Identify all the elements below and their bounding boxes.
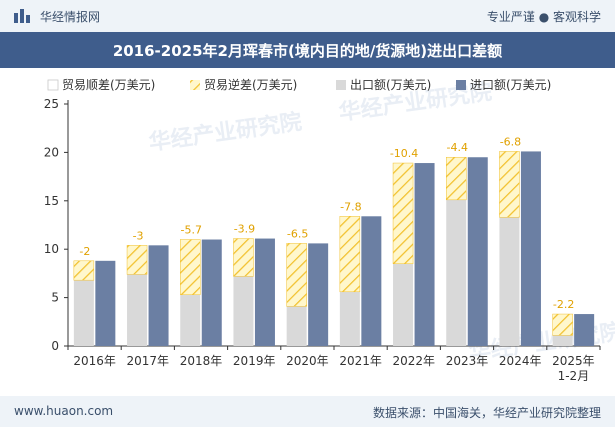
legend-label: 进口额(万美元) (470, 78, 551, 92)
legend-swatch (47, 79, 59, 91)
export-bar (393, 263, 414, 346)
deficit-bar (233, 238, 254, 277)
y-tick-label: 20 (44, 145, 59, 159)
import-bar (520, 151, 541, 346)
import-bar (95, 260, 116, 346)
deficit-bar (126, 245, 148, 275)
import-bar (254, 238, 275, 346)
tagline: 专业严谨 ● 客观科学 (486, 10, 601, 24)
x-tick-label: 2024年 (499, 354, 542, 368)
import-bar (574, 314, 595, 346)
bar-chart-logo-icon (14, 9, 30, 23)
export-bar (446, 199, 467, 346)
deficit-data-label: -10.4 (390, 147, 418, 160)
footer-url[interactable]: www.huaon.com (14, 404, 114, 418)
legend-swatch (456, 80, 466, 90)
deficit-data-label: -4.4 (447, 141, 468, 154)
legend-label: 贸易逆差(万美元) (204, 77, 297, 92)
deficit-bar (180, 239, 201, 295)
deficit-data-label: -2 (79, 245, 90, 258)
x-tick-label: 2019年 (233, 354, 276, 368)
legend-label: 贸易顺差(万美元) (62, 78, 155, 92)
export-bar (127, 274, 148, 346)
deficit-bar (339, 216, 361, 293)
x-tick-label: 2017年 (127, 354, 170, 368)
deficit-data-label: -5.7 (181, 224, 202, 237)
y-tick-label: 15 (44, 194, 59, 208)
export-bar (180, 294, 201, 346)
deficit-bar (73, 260, 95, 281)
legend-swatch (336, 80, 346, 90)
footer-source: 数据来源：中国海关，华经产业研究院整理 (372, 406, 601, 420)
brand-name: 华经情报网 (40, 10, 101, 24)
legend-swatch (190, 80, 200, 90)
y-tick-label: 10 (44, 242, 59, 256)
import-bar (308, 243, 329, 346)
y-tick-label: 0 (51, 339, 59, 353)
x-tick-label: 2020年 (286, 354, 329, 368)
y-tick-label: 5 (51, 291, 59, 305)
title-bar: 2016-2025年2月珲春市(境内目的地/货源地)进出口差额 (0, 32, 615, 68)
import-bar (148, 245, 169, 346)
deficit-data-label: -7.8 (340, 200, 361, 213)
x-tick-label: 2025年 (552, 354, 595, 368)
import-bar (467, 157, 488, 346)
deficit-bar (392, 162, 414, 264)
import-bar (414, 163, 435, 346)
deficit-data-label: -3 (133, 229, 144, 242)
top-bar: 华经情报网 专业严谨 ● 客观科学 (0, 0, 615, 32)
deficit-data-label: -6.8 (500, 135, 521, 148)
x-tick-label: 2022年 (393, 354, 436, 368)
x-tick-label: 2021年 (339, 354, 382, 368)
export-bar (286, 306, 307, 346)
x-tick-label: 1-2月 (558, 369, 590, 383)
watermark-text: 华经产业研究院 (147, 109, 303, 156)
x-tick-label: 2023年 (446, 354, 489, 368)
deficit-bar (499, 151, 520, 218)
footer-bar: www.huaon.com 数据来源：中国海关，华经产业研究院整理 (0, 396, 615, 427)
import-bar (201, 239, 222, 346)
x-tick-label: 2018年 (180, 354, 223, 368)
legend-label: 出口额(万美元) (350, 78, 431, 92)
export-bar (552, 335, 573, 346)
chart-title: 2016-2025年2月珲春市(境内目的地/货源地)进出口差额 (112, 42, 503, 60)
deficit-bar (446, 156, 467, 201)
import-bar (361, 216, 382, 346)
export-bar (339, 291, 360, 346)
export-bar (73, 280, 94, 346)
deficit-bar (552, 313, 573, 336)
deficit-data-label: -3.9 (234, 223, 255, 236)
x-tick-label: 2016年 (73, 354, 116, 368)
deficit-data-label: -6.5 (287, 227, 308, 240)
export-bar (499, 217, 520, 346)
export-bar (233, 276, 254, 346)
y-tick-label: 25 (44, 97, 59, 111)
deficit-bar (286, 243, 307, 307)
deficit-data-label: -2.2 (553, 298, 574, 311)
